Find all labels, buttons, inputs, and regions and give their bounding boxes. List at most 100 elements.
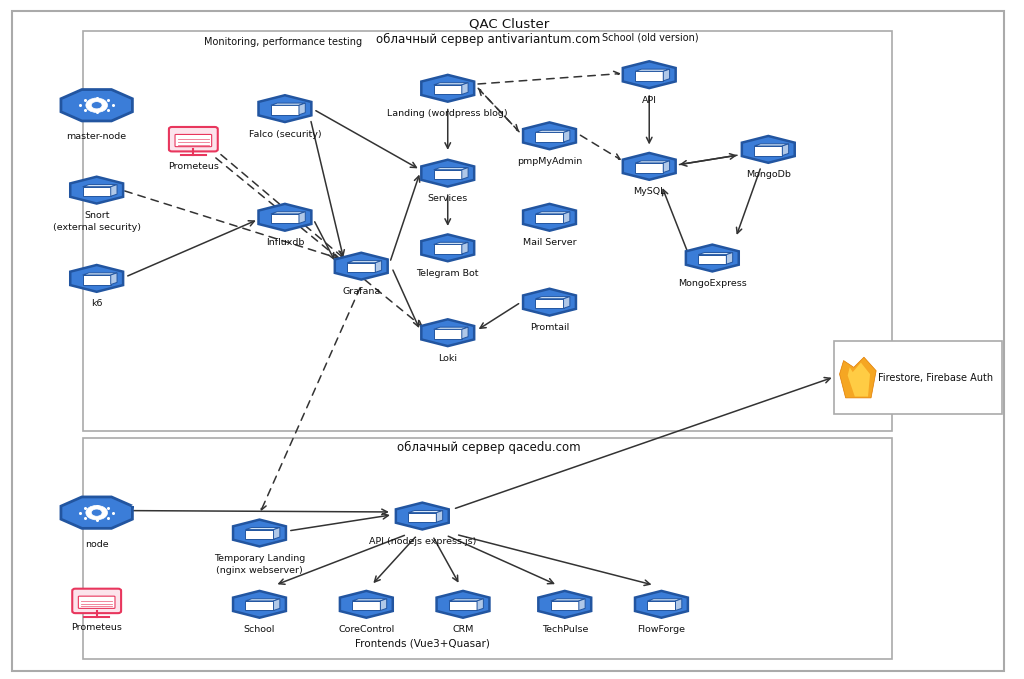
Polygon shape <box>477 599 483 610</box>
Polygon shape <box>271 214 299 223</box>
Text: облачный сервер antivariantum.com: облачный сервер antivariantum.com <box>377 33 600 45</box>
Text: Telegram Bot: Telegram Bot <box>417 269 479 278</box>
Polygon shape <box>755 144 788 146</box>
Polygon shape <box>449 599 483 601</box>
Polygon shape <box>352 599 387 601</box>
Text: (external security): (external security) <box>52 223 140 232</box>
FancyBboxPatch shape <box>79 596 115 608</box>
Polygon shape <box>258 204 311 231</box>
Polygon shape <box>536 214 563 223</box>
Polygon shape <box>299 212 305 223</box>
Text: Prometeus: Prometeus <box>168 162 219 170</box>
Polygon shape <box>83 185 117 187</box>
Text: Falco (security): Falco (security) <box>249 130 322 139</box>
Text: Landing (wordpress blog): Landing (wordpress blog) <box>387 109 508 118</box>
Polygon shape <box>563 212 570 223</box>
Polygon shape <box>434 85 462 94</box>
Polygon shape <box>449 601 477 610</box>
Text: Snort: Snort <box>84 211 110 220</box>
FancyBboxPatch shape <box>175 134 212 147</box>
Polygon shape <box>647 601 676 610</box>
Polygon shape <box>536 130 570 132</box>
FancyBboxPatch shape <box>73 589 121 613</box>
Polygon shape <box>635 591 688 618</box>
Polygon shape <box>111 273 117 285</box>
Text: node: node <box>85 540 109 549</box>
Text: FlowForge: FlowForge <box>637 625 685 634</box>
Polygon shape <box>536 132 563 142</box>
Text: Prometeus: Prometeus <box>72 623 122 632</box>
Polygon shape <box>396 502 449 530</box>
Polygon shape <box>340 591 393 618</box>
Polygon shape <box>434 170 462 179</box>
Polygon shape <box>462 327 468 339</box>
Text: School (old version): School (old version) <box>602 33 699 42</box>
Polygon shape <box>409 511 442 513</box>
Polygon shape <box>462 242 468 254</box>
Text: Mail Server: Mail Server <box>522 238 577 247</box>
Polygon shape <box>536 212 570 214</box>
Polygon shape <box>434 168 468 170</box>
Circle shape <box>86 505 108 520</box>
Polygon shape <box>635 161 670 163</box>
Polygon shape <box>523 122 575 149</box>
Polygon shape <box>246 601 273 610</box>
Polygon shape <box>352 601 380 610</box>
Polygon shape <box>375 261 382 272</box>
Polygon shape <box>623 61 676 88</box>
Polygon shape <box>539 591 591 618</box>
Text: MongoDb: MongoDb <box>745 170 791 179</box>
Polygon shape <box>271 105 299 115</box>
Polygon shape <box>434 327 468 329</box>
Text: CRM: CRM <box>453 625 474 634</box>
Polygon shape <box>434 242 468 244</box>
Polygon shape <box>347 263 375 272</box>
Text: QAC Cluster: QAC Cluster <box>469 18 549 31</box>
Polygon shape <box>83 273 117 275</box>
Polygon shape <box>563 130 570 142</box>
Polygon shape <box>271 212 305 214</box>
Polygon shape <box>462 83 468 94</box>
FancyBboxPatch shape <box>12 11 1005 671</box>
Polygon shape <box>434 83 468 85</box>
Text: Monitoring, performance testing: Monitoring, performance testing <box>204 37 361 47</box>
Polygon shape <box>434 329 462 339</box>
Circle shape <box>86 98 108 113</box>
Polygon shape <box>61 497 132 528</box>
Polygon shape <box>71 177 123 204</box>
Text: Grafana: Grafana <box>342 287 380 296</box>
Polygon shape <box>741 136 795 163</box>
Polygon shape <box>434 244 462 254</box>
Polygon shape <box>579 599 585 610</box>
Polygon shape <box>233 519 286 547</box>
Polygon shape <box>698 255 726 264</box>
Polygon shape <box>61 90 132 121</box>
Polygon shape <box>246 528 280 530</box>
Text: TechPulse: TechPulse <box>542 625 588 634</box>
Polygon shape <box>551 599 585 601</box>
Polygon shape <box>111 185 117 196</box>
FancyBboxPatch shape <box>169 127 218 151</box>
Polygon shape <box>380 599 387 610</box>
Polygon shape <box>664 161 670 172</box>
FancyBboxPatch shape <box>835 341 1002 414</box>
Polygon shape <box>635 71 664 81</box>
Polygon shape <box>246 530 273 539</box>
Text: (nginx webserver): (nginx webserver) <box>216 566 303 575</box>
Polygon shape <box>698 253 733 255</box>
Polygon shape <box>436 591 489 618</box>
Polygon shape <box>436 511 442 522</box>
Text: Services: Services <box>428 194 468 203</box>
Polygon shape <box>273 528 280 539</box>
Text: Influxdb: Influxdb <box>266 238 304 247</box>
Text: Promtail: Promtail <box>529 323 569 332</box>
Polygon shape <box>335 253 388 280</box>
Text: API (nodejs express.js): API (nodejs express.js) <box>369 537 476 546</box>
Polygon shape <box>83 275 111 285</box>
Polygon shape <box>755 146 782 155</box>
Polygon shape <box>421 75 474 102</box>
Circle shape <box>91 102 102 109</box>
Polygon shape <box>686 244 738 272</box>
Polygon shape <box>664 69 670 81</box>
Text: School: School <box>244 625 275 634</box>
